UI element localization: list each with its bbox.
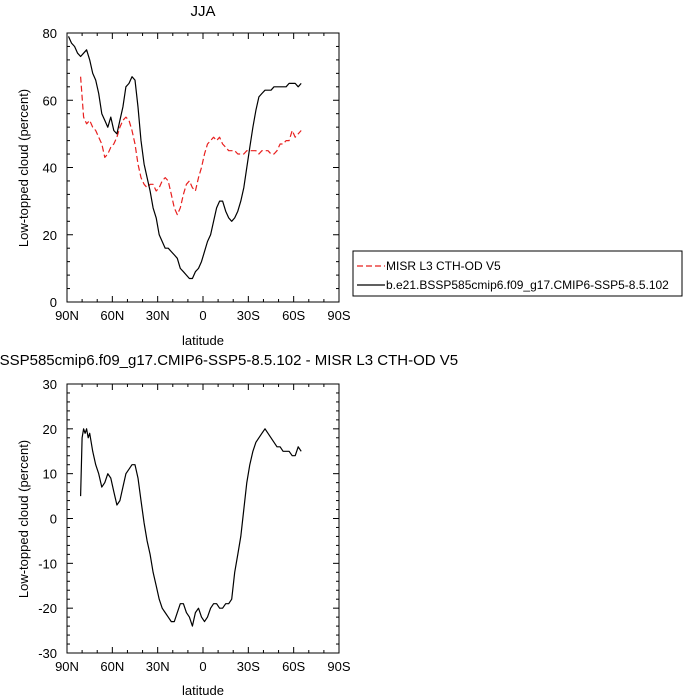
bottom-x-tick-label: 60N	[100, 659, 124, 674]
bottom-series-line-0	[80, 428, 302, 627]
legend: MISR L3 CTH-OD V5 b.e21.BSSP585cmip6.f09…	[352, 250, 683, 297]
top-x-tick-label: 90N	[55, 308, 79, 323]
top-x-tick-label: 90S	[327, 308, 350, 323]
top-x-tick-label: 60N	[100, 308, 124, 323]
top-y-tick-label: 40	[43, 161, 57, 176]
bottom-y-tick-label: 0	[50, 512, 57, 527]
bottom-y-tick-label: -10	[38, 556, 57, 571]
top-chart-y-axis-title: Low-topped cloud (percent)	[16, 89, 31, 247]
top-y-tick-label: 20	[43, 228, 57, 243]
top-y-tick-label: 0	[50, 295, 57, 310]
top-x-tick-label: 0	[199, 308, 206, 323]
legend-box	[352, 250, 683, 297]
legend-label-misr: MISR L3 CTH-OD V5	[386, 259, 501, 273]
bottom-x-tick-label: 90S	[327, 659, 350, 674]
bottom-chart-title: b.e21.BSSP585cmip6.f09_g17.CMIP6-SSP5-8.…	[0, 352, 458, 369]
legend-label-model: b.e21.BSSP585cmip6.f09_g17.CMIP6-SSP5-8.…	[386, 278, 669, 292]
bottom-panel: 90N 60N 30N 0 30S 60S 90S -30 -20 -10 0 10 20 30	[38, 377, 351, 674]
top-series-line-0	[80, 76, 302, 216]
top-x-tick-label: 30S	[237, 308, 260, 323]
bottom-x-tick-label: 30S	[237, 659, 260, 674]
top-series-line-1	[67, 36, 302, 280]
bottom-x-tick-label: 30N	[146, 659, 170, 674]
top-panel: 90N 60N 30N 0 30S 60S 90S 0 20 40 60 80	[43, 26, 351, 323]
bottom-y-tick-label: 10	[43, 467, 57, 482]
bottom-chart-x-axis-title: latitude	[182, 683, 224, 698]
bottom-x-tick-label: 60S	[282, 659, 305, 674]
bottom-x-tick-label: 90N	[55, 659, 79, 674]
top-chart-x-axis-title: latitude	[182, 333, 224, 348]
top-x-tick-label: 60S	[282, 308, 305, 323]
bottom-y-tick-label: 20	[43, 422, 57, 437]
top-y-tick-label: 60	[43, 93, 57, 108]
top-x-tick-label: 30N	[146, 308, 170, 323]
bottom-x-tick-label: 0	[199, 659, 206, 674]
bottom-y-tick-label: 30	[43, 377, 57, 392]
bottom-chart-y-axis-title: Low-topped cloud (percent)	[16, 440, 31, 598]
bottom-y-tick-label: -30	[38, 646, 57, 661]
top-y-tick-label: 80	[43, 26, 57, 41]
bottom-y-tick-label: -20	[38, 601, 57, 616]
bottom-plot-frame	[66, 383, 340, 654]
top-chart-title: JJA	[190, 3, 215, 20]
top-plot-frame	[66, 32, 340, 303]
